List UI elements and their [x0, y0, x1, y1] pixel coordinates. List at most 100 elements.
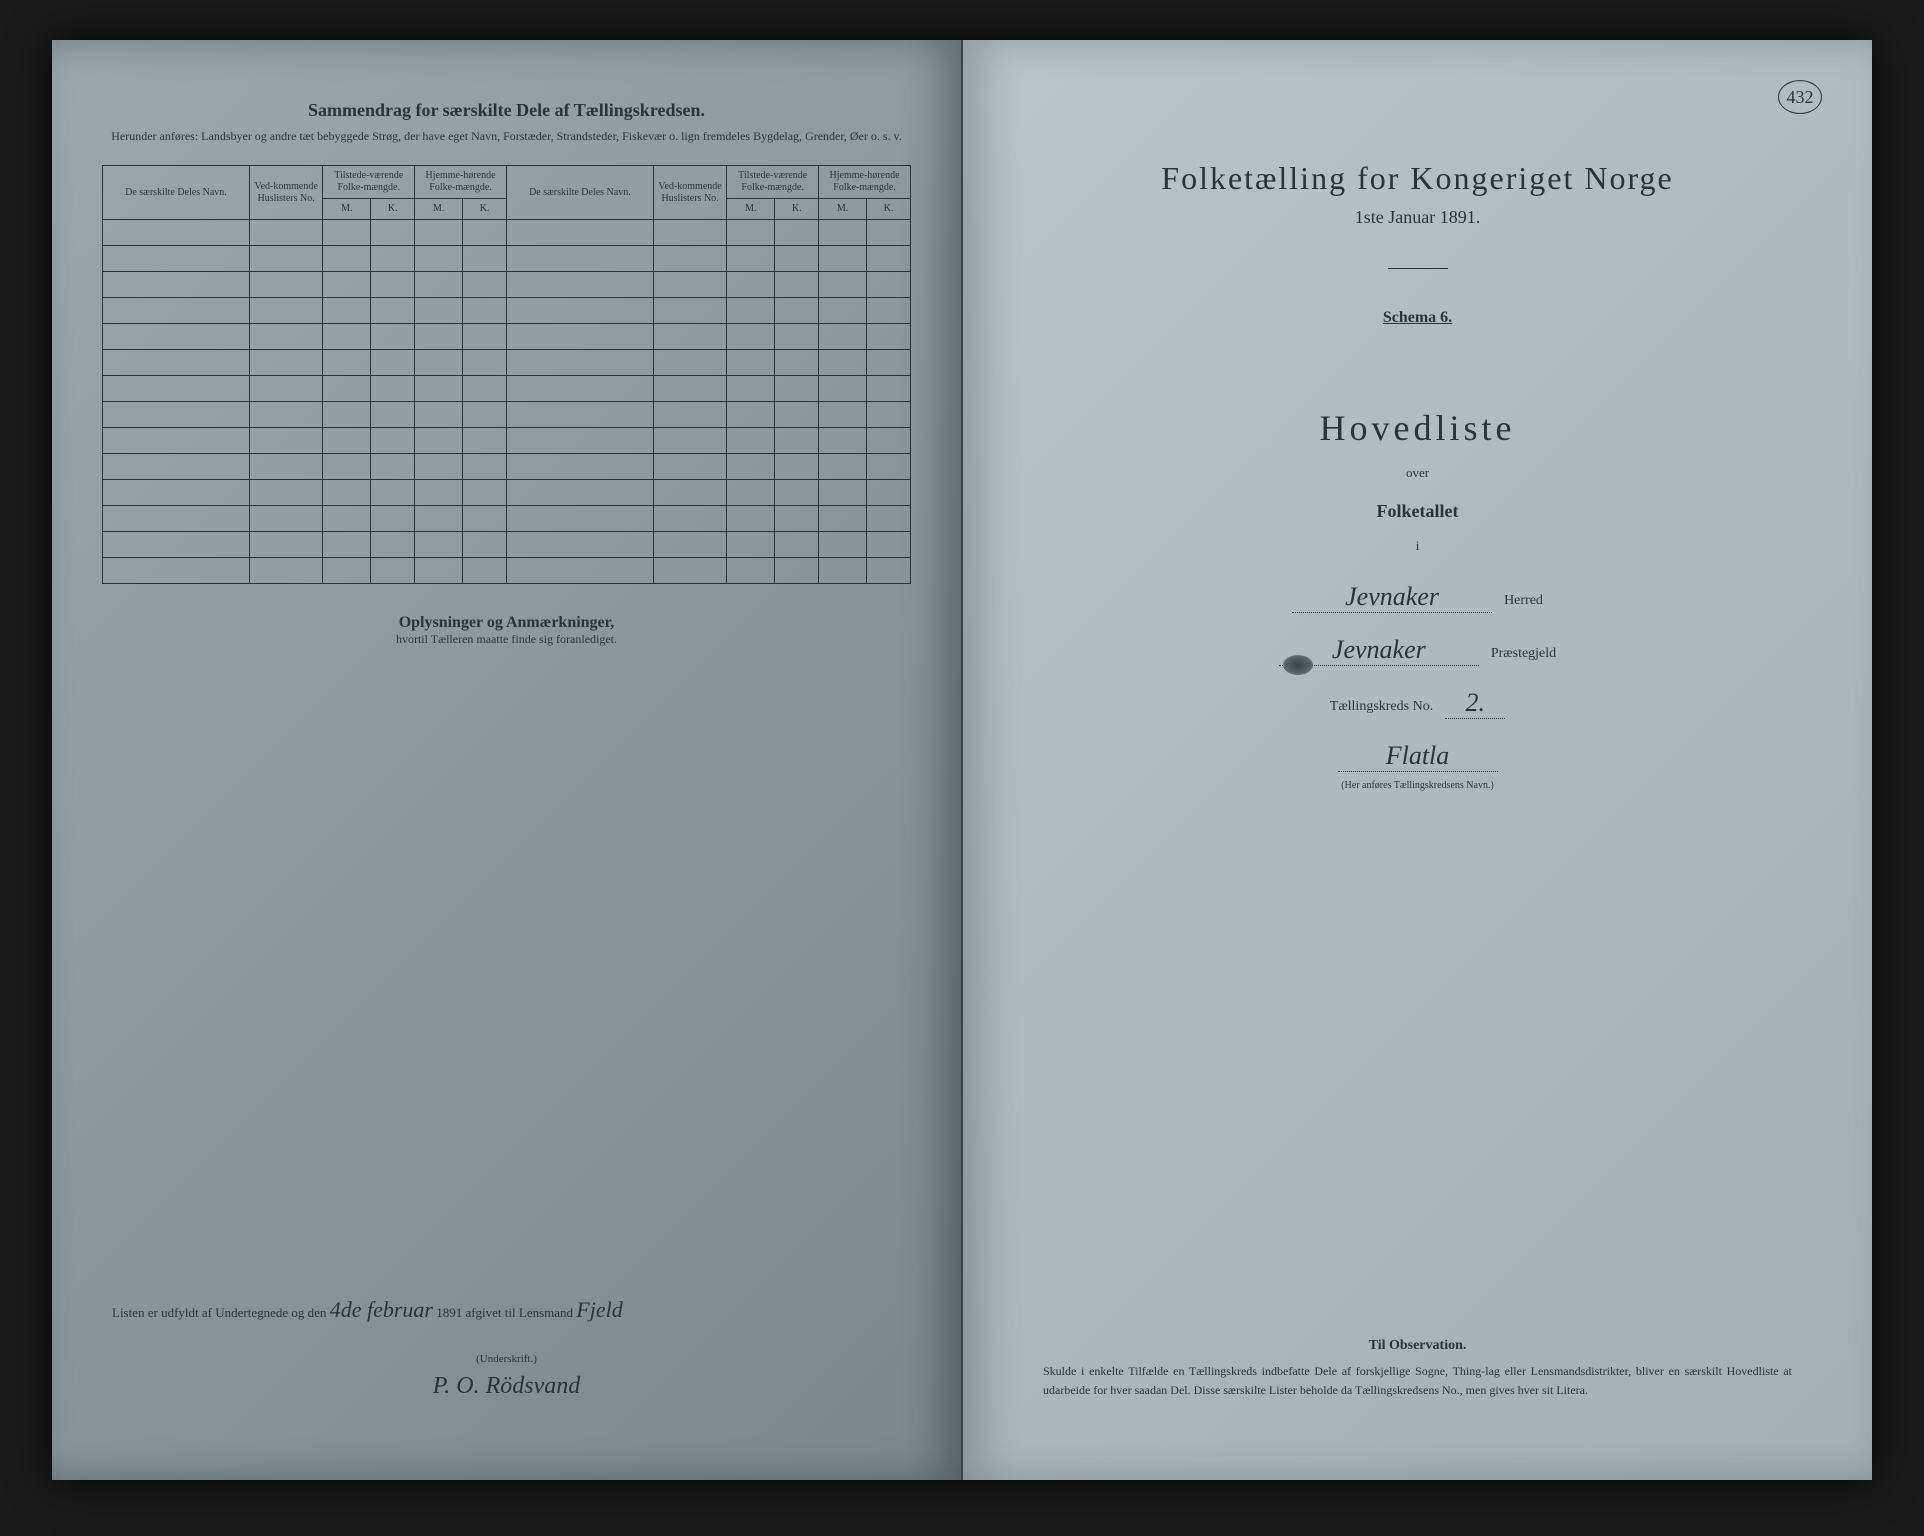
table-cell — [819, 480, 867, 506]
subcol: M. — [819, 199, 867, 220]
table-cell — [463, 454, 507, 480]
table-cell — [323, 298, 371, 324]
census-title: Folketælling for Kongeriget Norge — [1013, 160, 1822, 197]
table-cell — [506, 402, 653, 428]
table-row — [103, 246, 911, 272]
table-cell — [249, 558, 322, 584]
table-cell — [415, 298, 463, 324]
table-row — [103, 272, 911, 298]
table-cell — [103, 376, 250, 402]
table-cell — [727, 402, 775, 428]
table-cell — [653, 402, 726, 428]
table-cell — [727, 506, 775, 532]
table-cell — [775, 506, 819, 532]
table-row — [103, 532, 911, 558]
table-cell — [415, 454, 463, 480]
table-cell — [506, 220, 653, 246]
hovedliste-title: Hovedliste — [1013, 407, 1822, 449]
table-cell — [867, 246, 911, 272]
table-cell — [819, 324, 867, 350]
kreds-name-row: Flatla — [1013, 743, 1822, 772]
table-cell — [249, 402, 322, 428]
table-cell — [653, 506, 726, 532]
table-cell — [103, 558, 250, 584]
table-cell — [323, 506, 371, 532]
table-cell — [249, 246, 322, 272]
folketallet-label: Folketallet — [1013, 501, 1822, 522]
remarks-title: Oplysninger og Anmærkninger, — [102, 614, 911, 632]
table-cell — [775, 558, 819, 584]
table-cell — [727, 376, 775, 402]
table-cell — [775, 454, 819, 480]
table-cell — [249, 324, 322, 350]
table-row — [103, 220, 911, 246]
subcol: K. — [775, 199, 819, 220]
table-cell — [819, 428, 867, 454]
table-body — [103, 220, 911, 584]
table-cell — [463, 298, 507, 324]
table-cell — [415, 220, 463, 246]
table-cell — [506, 454, 653, 480]
table-cell — [727, 532, 775, 558]
table-cell — [775, 220, 819, 246]
observation-block: Til Observation. Skulde i enkelte Tilfæl… — [1043, 1338, 1792, 1400]
table-cell — [103, 454, 250, 480]
table-cell — [653, 350, 726, 376]
subcol: M. — [727, 199, 775, 220]
table-cell — [103, 350, 250, 376]
table-cell — [867, 220, 911, 246]
col-tilstede-1: Tilstede-værende Folke-mængde. — [323, 166, 415, 199]
table-cell — [819, 350, 867, 376]
table-cell — [371, 454, 415, 480]
sig-date: 4de februar — [330, 1297, 433, 1322]
table-cell — [867, 350, 911, 376]
table-cell — [323, 402, 371, 428]
subcol: K. — [867, 199, 911, 220]
table-cell — [323, 246, 371, 272]
table-cell — [653, 246, 726, 272]
table-cell — [653, 454, 726, 480]
table-cell — [506, 272, 653, 298]
table-cell — [323, 480, 371, 506]
table-cell — [819, 220, 867, 246]
table-row — [103, 402, 911, 428]
table-cell — [249, 454, 322, 480]
table-cell — [819, 246, 867, 272]
table-row — [103, 454, 911, 480]
table-cell — [371, 324, 415, 350]
table-cell — [775, 246, 819, 272]
table-cell — [727, 558, 775, 584]
table-cell — [506, 376, 653, 402]
table-row — [103, 558, 911, 584]
table-cell — [415, 558, 463, 584]
table-cell — [819, 376, 867, 402]
table-cell — [103, 480, 250, 506]
table-cell — [249, 220, 322, 246]
table-row — [103, 324, 911, 350]
right-page: 432 Folketælling for Kongeriget Norge 1s… — [963, 40, 1872, 1480]
table-cell — [415, 376, 463, 402]
table-cell — [775, 272, 819, 298]
table-cell — [103, 506, 250, 532]
book-spread: Sammendrag for særskilte Dele af Tælling… — [52, 40, 1872, 1480]
table-cell — [867, 272, 911, 298]
col-hjemme-2: Hjemme-hørende Folke-mængde. — [819, 166, 911, 199]
summary-table: De særskilte Deles Navn. Ved-kommende Hu… — [102, 165, 911, 584]
table-cell — [371, 558, 415, 584]
table-cell — [653, 220, 726, 246]
page-number: 432 — [1778, 80, 1822, 114]
table-cell — [727, 454, 775, 480]
table-cell — [727, 298, 775, 324]
census-date: 1ste Januar 1891. — [1013, 207, 1822, 228]
table-cell — [371, 220, 415, 246]
table-cell — [323, 220, 371, 246]
col-huslister-1: Ved-kommende Huslisters No. — [249, 166, 322, 220]
table-cell — [463, 532, 507, 558]
kreds-row: Tællingskreds No. 2. — [1013, 690, 1822, 719]
sig-lensmand: Fjeld — [576, 1297, 622, 1322]
subcol: M. — [415, 199, 463, 220]
table-cell — [103, 428, 250, 454]
left-page-subtitle: Herunder anføres: Landsbyer og andre tæt… — [102, 127, 911, 145]
table-cell — [506, 558, 653, 584]
herred-row: Jevnaker Herred — [1013, 584, 1822, 613]
